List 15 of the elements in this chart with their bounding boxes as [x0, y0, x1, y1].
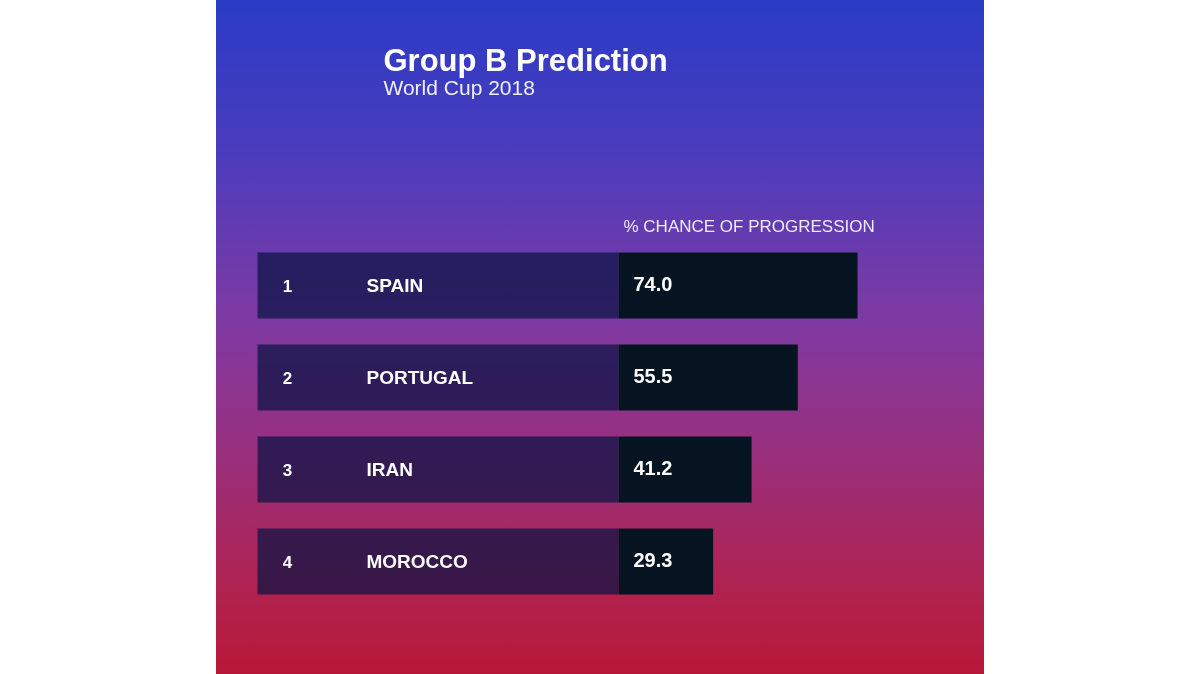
y-tick-label: SPAIN	[366, 275, 424, 296]
data-label: 41.2	[633, 456, 673, 479]
y-tick-label: PORTUGAL	[366, 367, 474, 388]
y-tick-label: MOROCCO	[366, 551, 468, 572]
y-tick-label: IRAN	[366, 459, 413, 480]
text: 2	[282, 368, 293, 388]
data-label: 29.3	[633, 548, 673, 571]
bar	[618, 528, 714, 595]
text: 3	[282, 460, 293, 480]
text: 4	[282, 552, 293, 572]
data-label: 55.5	[633, 364, 673, 387]
text: 1	[282, 276, 293, 296]
chart-title: Group B Prediction	[383, 43, 668, 78]
x-axis-title: % CHANCE OF PROGRESSION	[623, 217, 875, 236]
data-label: 74.0	[633, 272, 673, 295]
